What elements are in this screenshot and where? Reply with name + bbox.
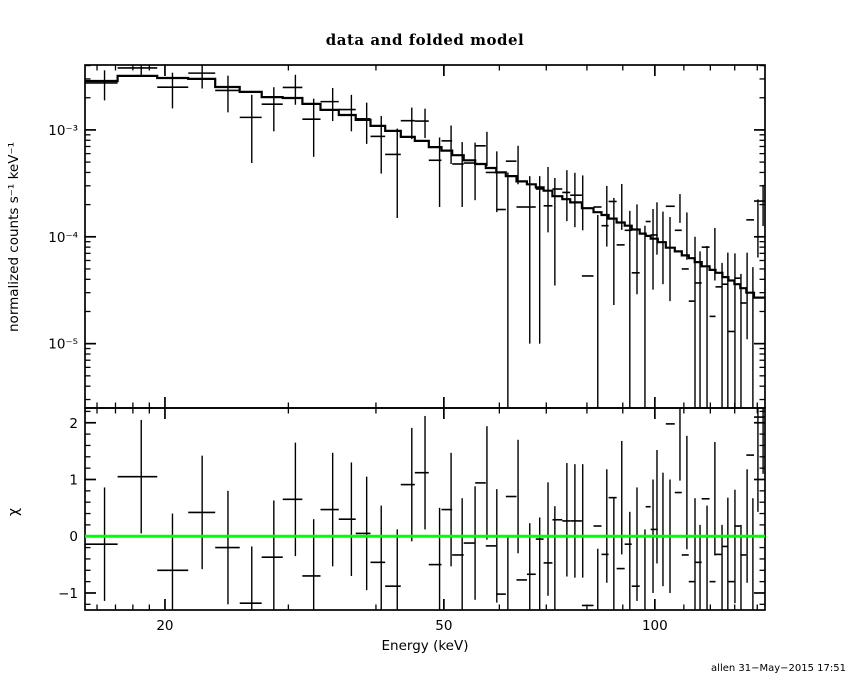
spectrum-data-points	[85, 65, 765, 408]
plot-title: data and folded model	[325, 31, 525, 49]
svg-text:1: 1	[69, 472, 78, 488]
x-axis-label: Energy (keV)	[381, 638, 469, 654]
svg-text:100: 100	[642, 618, 668, 634]
model-histogram	[85, 74, 765, 299]
svg-text:10⁻⁵: 10⁻⁵	[48, 337, 78, 353]
tick-labels: 20 50 100 10⁻³ 10⁻⁴ 10⁻⁵ 2 1 0 −1	[48, 123, 667, 634]
axis-ticks	[85, 64, 765, 610]
svg-text:20: 20	[156, 618, 173, 634]
svg-text:0: 0	[69, 529, 78, 545]
svg-text:50: 50	[435, 618, 452, 634]
svg-text:2: 2	[69, 416, 78, 432]
residual-data-points	[85, 408, 765, 610]
svg-text:10⁻⁴: 10⁻⁴	[48, 230, 78, 246]
svg-text:10⁻³: 10⁻³	[48, 123, 78, 139]
timestamp: allen 31−May−2015 17:51	[711, 663, 846, 674]
svg-text:−1: −1	[58, 586, 78, 602]
